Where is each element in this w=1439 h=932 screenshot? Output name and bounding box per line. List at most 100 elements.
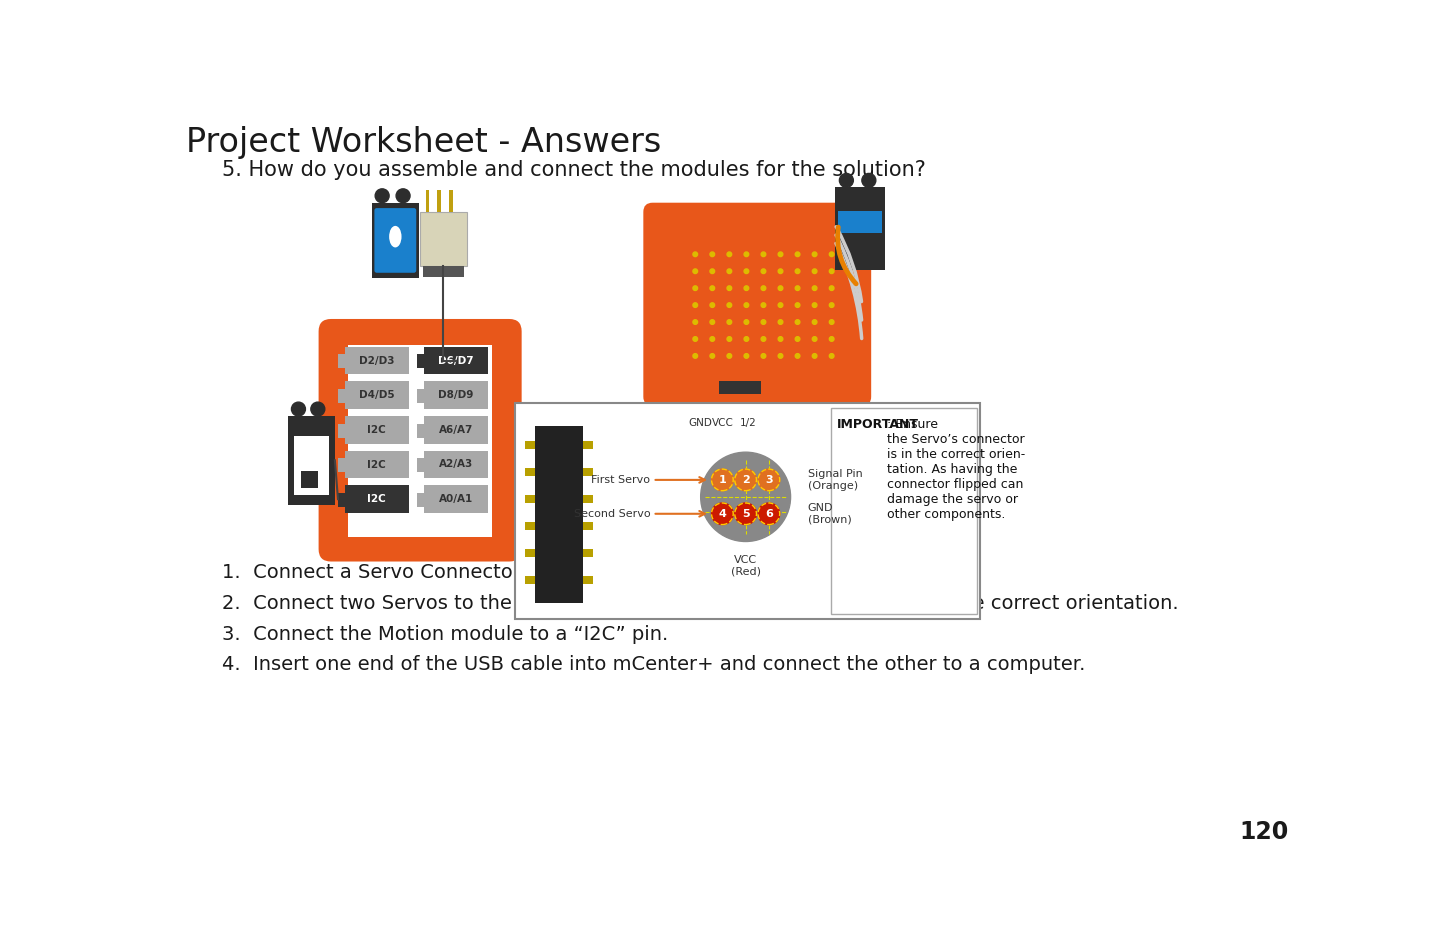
Text: 4.  Insert one end of the USB cable into mCenter+ and connect the other to a com: 4. Insert one end of the USB cable into …: [223, 655, 1086, 675]
Bar: [338, 389, 345, 403]
Circle shape: [396, 189, 410, 202]
Text: A6/A7: A6/A7: [439, 425, 473, 435]
Circle shape: [727, 252, 731, 256]
Circle shape: [735, 469, 757, 490]
Text: 2.  Connect two Servos to the Servo Connector. Ensure the connector is in the co: 2. Connect two Servos to the Servo Conne…: [223, 594, 1179, 613]
FancyBboxPatch shape: [643, 202, 871, 406]
Text: Signal Pin
(Orange): Signal Pin (Orange): [807, 469, 862, 491]
Text: I2C: I2C: [367, 459, 386, 470]
Circle shape: [727, 303, 731, 308]
Circle shape: [778, 336, 783, 341]
Circle shape: [796, 353, 800, 358]
Bar: [583, 442, 593, 449]
Circle shape: [694, 336, 698, 341]
Bar: [425, 486, 488, 513]
Bar: [288, 416, 335, 504]
Circle shape: [727, 269, 731, 273]
Bar: [345, 451, 409, 478]
Circle shape: [839, 173, 853, 187]
Bar: [830, 408, 977, 614]
Circle shape: [735, 503, 757, 525]
Bar: [373, 202, 419, 278]
Circle shape: [829, 320, 835, 324]
Circle shape: [796, 252, 800, 256]
Bar: [417, 459, 425, 473]
Bar: [425, 451, 488, 478]
Circle shape: [709, 269, 715, 273]
Bar: [525, 576, 535, 583]
Circle shape: [829, 269, 835, 273]
Bar: [525, 469, 535, 476]
Circle shape: [727, 336, 731, 341]
Text: I2C: I2C: [367, 494, 386, 504]
Bar: [420, 212, 466, 266]
Circle shape: [778, 252, 783, 256]
Circle shape: [709, 336, 715, 341]
Bar: [437, 190, 440, 212]
Circle shape: [778, 320, 783, 324]
Circle shape: [796, 336, 800, 341]
Circle shape: [796, 320, 800, 324]
Text: A2/A3: A2/A3: [439, 459, 473, 470]
Circle shape: [812, 269, 817, 273]
Circle shape: [761, 353, 766, 358]
Circle shape: [744, 286, 748, 291]
Circle shape: [829, 303, 835, 308]
Text: GND: GND: [689, 418, 712, 429]
Circle shape: [744, 252, 748, 256]
Text: VCC
(Red): VCC (Red): [731, 555, 761, 577]
Bar: [515, 403, 980, 619]
Text: 120: 120: [1239, 820, 1289, 844]
Circle shape: [744, 269, 748, 273]
Circle shape: [694, 303, 698, 308]
Bar: [425, 347, 488, 375]
Circle shape: [778, 286, 783, 291]
Bar: [338, 354, 345, 368]
FancyBboxPatch shape: [318, 319, 522, 561]
Bar: [338, 459, 345, 473]
Bar: [417, 354, 425, 368]
Circle shape: [812, 252, 817, 256]
Text: 1/2: 1/2: [740, 418, 757, 429]
Bar: [583, 495, 593, 503]
Text: First Servo: First Servo: [591, 475, 650, 485]
Circle shape: [694, 252, 698, 256]
Circle shape: [761, 286, 766, 291]
Ellipse shape: [389, 226, 401, 247]
Circle shape: [829, 336, 835, 341]
Circle shape: [761, 252, 766, 256]
Circle shape: [778, 303, 783, 308]
Circle shape: [391, 227, 399, 235]
Text: 5: 5: [743, 509, 750, 519]
Text: 4: 4: [718, 509, 727, 519]
Circle shape: [727, 286, 731, 291]
Text: Second Servo: Second Servo: [574, 509, 650, 519]
Bar: [338, 424, 345, 437]
Bar: [583, 549, 593, 557]
Bar: [294, 436, 330, 495]
Bar: [525, 495, 535, 503]
Text: I2C: I2C: [367, 425, 386, 435]
Circle shape: [311, 402, 325, 416]
Circle shape: [761, 269, 766, 273]
Circle shape: [812, 353, 817, 358]
Circle shape: [812, 336, 817, 341]
Circle shape: [709, 303, 715, 308]
Circle shape: [711, 503, 734, 525]
Bar: [426, 190, 429, 212]
Bar: [449, 190, 453, 212]
Circle shape: [796, 303, 800, 308]
Circle shape: [694, 269, 698, 273]
Text: IMPORTANT: IMPORTANT: [837, 418, 920, 431]
Text: A0/A1: A0/A1: [439, 494, 473, 504]
Bar: [417, 389, 425, 403]
Circle shape: [758, 469, 780, 490]
Circle shape: [829, 252, 835, 256]
Bar: [525, 442, 535, 449]
FancyBboxPatch shape: [374, 208, 416, 273]
Circle shape: [812, 320, 817, 324]
Text: 3: 3: [766, 475, 773, 485]
Circle shape: [829, 353, 835, 358]
Text: 3.  Connect the Motion module to a “I2C” pin.: 3. Connect the Motion module to a “I2C” …: [223, 624, 669, 644]
Circle shape: [701, 452, 790, 541]
